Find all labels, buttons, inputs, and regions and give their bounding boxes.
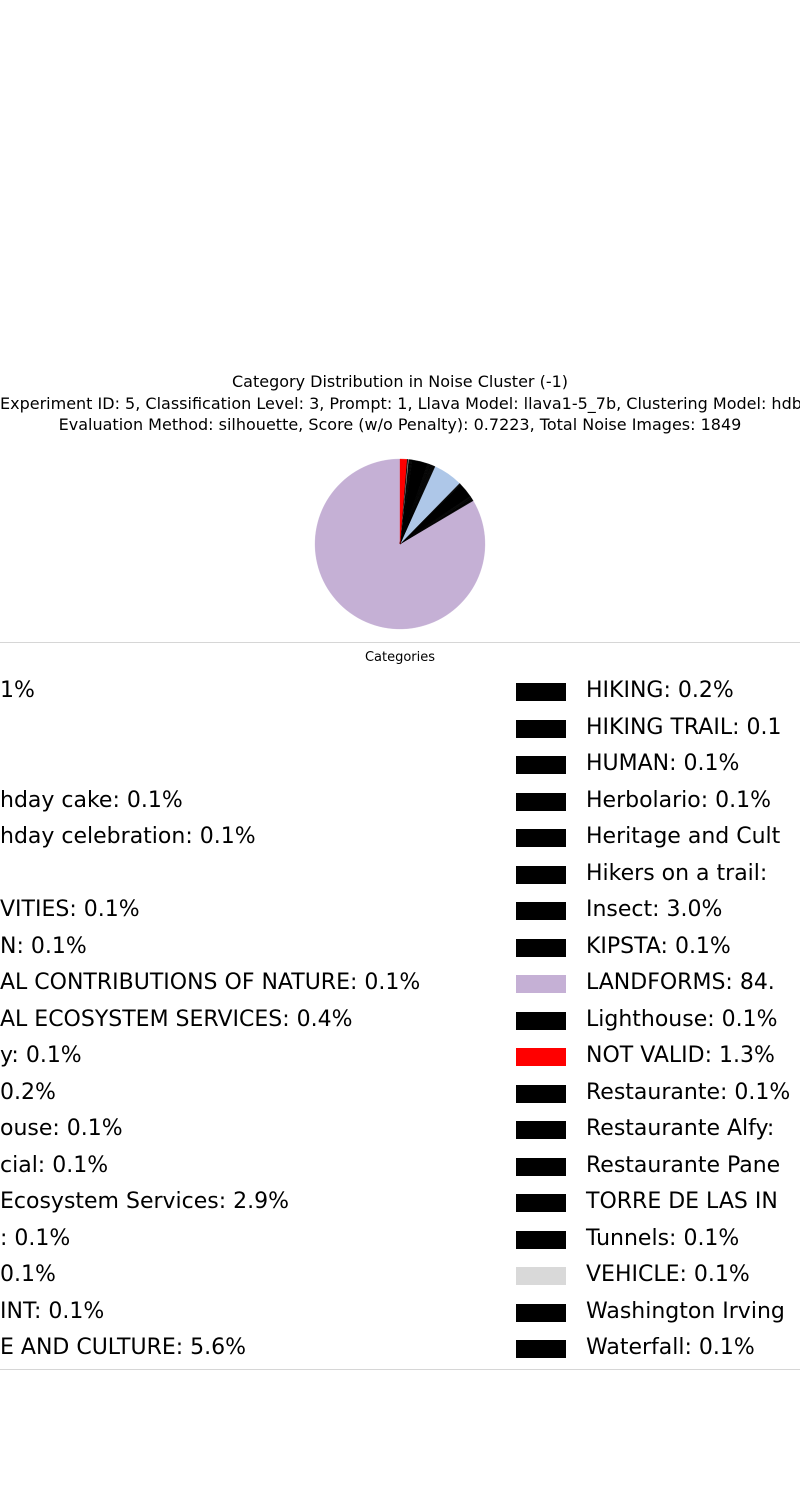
- legend-label: : 0.1%: [0, 1225, 71, 1251]
- pie-chart: [314, 458, 486, 630]
- legend-swatch: [516, 1048, 566, 1066]
- legend-label: HUMAN: 0.1%: [586, 751, 740, 776]
- legend-entry: HIKING TRAIL: 0.1: [0, 710, 800, 746]
- legend-label: HIKING TRAIL: 0.1: [586, 714, 782, 740]
- legend-swatch: [516, 829, 566, 847]
- legend-swatch: [516, 865, 566, 884]
- legend-label: Lighthouse: 0.1%: [586, 1006, 778, 1032]
- legend-entry: Tunnels: 0.1%: [0, 1221, 800, 1257]
- legend-swatch: [516, 975, 566, 993]
- legend-swatch: [516, 683, 566, 701]
- legend-title: Categories: [364, 650, 436, 665]
- legend-entry: Restaurante Alfy:: [0, 1111, 800, 1147]
- chart-title-line-1: Category Distribution in Noise Cluster (…: [231, 372, 569, 391]
- legend-label: Insect: 3.0%: [586, 897, 723, 922]
- legend-entry: AL ECOSYSTEM SERVICES: 0.4%: [0, 1002, 800, 1038]
- legend-label: Waterfall: 0.1%: [586, 1335, 755, 1360]
- legend-label: LANDFORMS: 84.: [586, 970, 775, 995]
- legend-label: TORRE DE LAS IN: [586, 1189, 778, 1214]
- legend-entry: NOT VALID: 1.3%: [0, 1038, 800, 1074]
- legend-entry: hday cake: 0.1%: [0, 783, 800, 819]
- legend-label: E AND CULTURE: 5.6%: [0, 1335, 247, 1360]
- legend-entry: TORRE DE LAS IN: [0, 1184, 800, 1220]
- legend-swatch: [516, 1303, 566, 1322]
- legend-swatch: [516, 1230, 566, 1249]
- legend-label: VEHICLE: 0.1%: [586, 1262, 750, 1287]
- legend-label: Restaurante Pane: [586, 1152, 781, 1178]
- legend-swatch: [516, 756, 566, 774]
- legend-swatch: [516, 1194, 566, 1212]
- legend-entry: Insect: 3.0%: [0, 892, 800, 928]
- legend-entry: Lighthouse: 0.1%: [0, 1002, 800, 1038]
- legend-entry: y: 0.1%: [0, 1038, 800, 1074]
- legend-entry: INT: 0.1%: [0, 1294, 800, 1330]
- legend-entry: 1%: [0, 673, 800, 709]
- legend-label: HIKING: 0.2%: [586, 678, 734, 703]
- legend-entry: Washington Irving: [0, 1294, 800, 1330]
- legend-entry: HUMAN: 0.1%: [0, 746, 800, 782]
- legend-label: cial: 0.1%: [0, 1152, 109, 1178]
- legend-entry: VEHICLE: 0.1%: [0, 1257, 800, 1293]
- legend-entry: VITIES: 0.1%: [0, 892, 800, 928]
- legend-label: y: 0.1%: [0, 1043, 82, 1068]
- legend-entry: Ecosystem Services: 2.9%: [0, 1184, 800, 1220]
- legend-entry: LANDFORMS: 84.: [0, 965, 800, 1001]
- legend-label: 0.1%: [0, 1262, 56, 1287]
- legend-entry: E AND CULTURE: 5.6%: [0, 1330, 800, 1366]
- legend-entry: 0.2%: [0, 1075, 800, 1111]
- pie-slice-37: [399, 458, 408, 545]
- legend-swatch: [516, 938, 566, 957]
- legend-label: NOT VALID: 1.3%: [586, 1043, 775, 1068]
- legend-label: Ecosystem Services: 2.9%: [0, 1189, 290, 1214]
- legend-swatch: [516, 1011, 566, 1030]
- legend-label: KIPSTA: 0.1%: [586, 933, 731, 959]
- legend-swatch: [516, 1121, 566, 1139]
- legend-entry: Herbolario: 0.1%: [0, 783, 800, 819]
- legend-label: Restaurante Alfy:: [586, 1116, 775, 1141]
- legend-label: hday celebration: 0.1%: [0, 824, 256, 849]
- legend-entry: N: 0.1%: [0, 929, 800, 965]
- legend-label: AL CONTRIBUTIONS OF NATURE: 0.1%: [0, 970, 421, 995]
- legend-entry: Heritage and Cult: [0, 819, 800, 855]
- legend-swatch: [516, 1084, 566, 1103]
- legend-swatch: [516, 792, 566, 811]
- legend-entry: ouse: 0.1%: [0, 1111, 800, 1147]
- legend-label: 0.2%: [0, 1079, 56, 1105]
- legend-entry: cial: 0.1%: [0, 1148, 800, 1184]
- legend-entry: Restaurante: 0.1%: [0, 1075, 800, 1111]
- legend-swatch: [516, 902, 566, 920]
- pie-slice-0: [314, 458, 486, 630]
- legend-label: 1%: [0, 678, 35, 703]
- legend-entry: 0.1%: [0, 1257, 800, 1293]
- legend-label: Restaurante: 0.1%: [586, 1079, 791, 1105]
- legend-swatch: [516, 1267, 566, 1285]
- legend-entry: Hikers on a trail:: [0, 856, 800, 892]
- legend-label: Washington Irving: [586, 1298, 785, 1324]
- legend-label: AL ECOSYSTEM SERVICES: 0.4%: [0, 1006, 353, 1032]
- legend-entry: : 0.1%: [0, 1221, 800, 1257]
- legend-label: VITIES: 0.1%: [0, 897, 140, 922]
- legend-swatch: [516, 1340, 566, 1358]
- legend-label: Herbolario: 0.1%: [586, 787, 772, 813]
- chart-title-line-2: Experiment ID: 5, Classification Level: …: [0, 394, 800, 413]
- legend-label: hday cake: 0.1%: [0, 787, 183, 813]
- legend-swatch: [516, 1157, 566, 1176]
- chart-title-line-3: Evaluation Method: silhouette, Score (w/…: [58, 415, 742, 434]
- legend-entry: HIKING: 0.2%: [0, 673, 800, 709]
- legend-entry: AL CONTRIBUTIONS OF NATURE: 0.1%: [0, 965, 800, 1001]
- legend-label: Heritage and Cult: [586, 824, 781, 849]
- legend-entry: hday celebration: 0.1%: [0, 819, 800, 855]
- legend-label: Tunnels: 0.1%: [586, 1225, 740, 1251]
- legend-label: ouse: 0.1%: [0, 1116, 123, 1141]
- legend-entry: KIPSTA: 0.1%: [0, 929, 800, 965]
- legend-swatch: [516, 719, 566, 738]
- legend-label: N: 0.1%: [0, 933, 87, 959]
- legend-label: INT: 0.1%: [0, 1298, 105, 1324]
- legend-label: Hikers on a trail:: [586, 860, 768, 886]
- legend-entry: Restaurante Pane: [0, 1148, 800, 1184]
- legend: Categories 1% hday cake: 0.1% hday celebra…: [0, 642, 800, 1370]
- legend-entry: Waterfall: 0.1%: [0, 1330, 800, 1366]
